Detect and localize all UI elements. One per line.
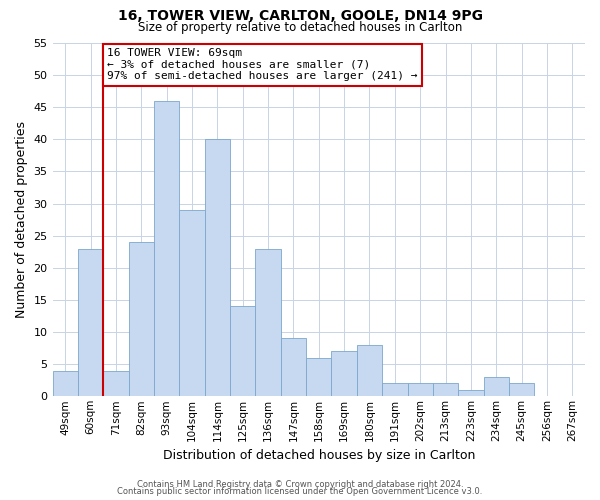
Bar	[179, 210, 205, 396]
Bar	[78, 248, 103, 396]
Bar	[458, 390, 484, 396]
Bar	[256, 248, 281, 396]
Bar	[128, 242, 154, 396]
Bar	[484, 377, 509, 396]
Bar	[509, 384, 534, 396]
Text: Contains HM Land Registry data © Crown copyright and database right 2024.: Contains HM Land Registry data © Crown c…	[137, 480, 463, 489]
Text: 16, TOWER VIEW, CARLTON, GOOLE, DN14 9PG: 16, TOWER VIEW, CARLTON, GOOLE, DN14 9PG	[118, 9, 482, 23]
Bar	[53, 370, 78, 396]
Bar	[103, 370, 128, 396]
X-axis label: Distribution of detached houses by size in Carlton: Distribution of detached houses by size …	[163, 450, 475, 462]
Y-axis label: Number of detached properties: Number of detached properties	[15, 121, 28, 318]
Text: Size of property relative to detached houses in Carlton: Size of property relative to detached ho…	[138, 21, 462, 34]
Bar	[306, 358, 331, 397]
Bar	[433, 384, 458, 396]
Bar	[331, 352, 357, 397]
Text: Contains public sector information licensed under the Open Government Licence v3: Contains public sector information licen…	[118, 487, 482, 496]
Bar	[154, 101, 179, 396]
Bar	[382, 384, 407, 396]
Bar	[205, 140, 230, 396]
Bar	[230, 306, 256, 396]
Bar	[407, 384, 433, 396]
Text: 16 TOWER VIEW: 69sqm
← 3% of detached houses are smaller (7)
97% of semi-detache: 16 TOWER VIEW: 69sqm ← 3% of detached ho…	[107, 48, 418, 82]
Bar	[281, 338, 306, 396]
Bar	[357, 345, 382, 397]
